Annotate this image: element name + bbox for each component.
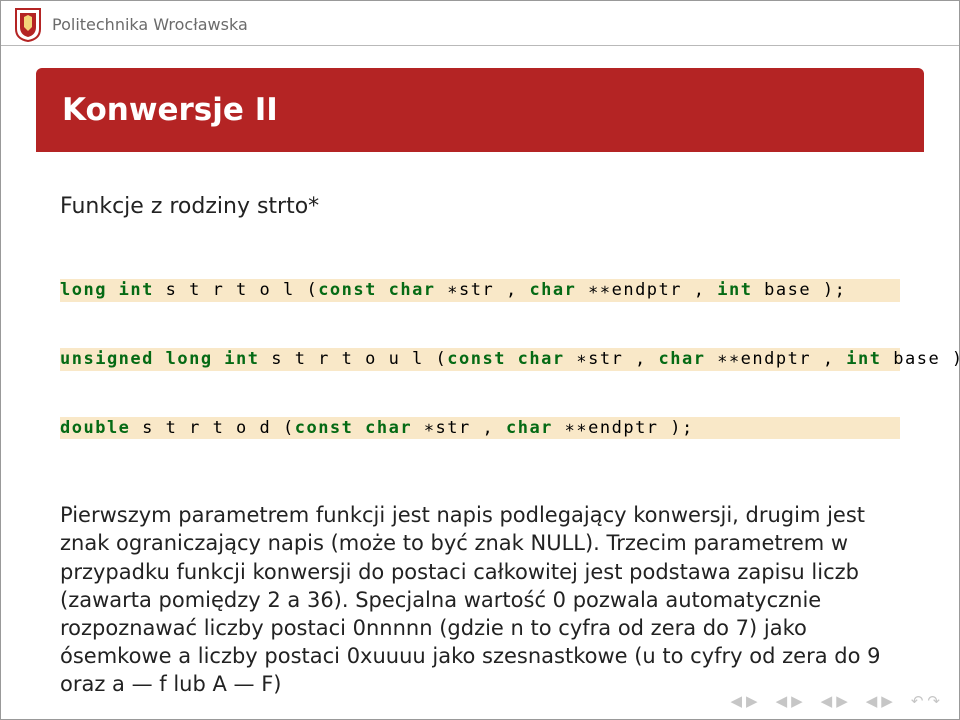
slide-content: Funkcje z rodziny strto* long int s t r … [60,194,900,698]
code-block: long int s t r t o l (const char ∗str , … [60,233,900,485]
code-keyword: const char [318,280,435,300]
code-text: ∗∗endptr , [705,349,846,369]
code-keyword: const char [447,349,564,369]
nav-prev-icon[interactable]: ◀ [730,692,742,710]
code-text: ∗∗endptr , [576,280,717,300]
code-text: base ); [882,349,960,369]
redo-icon[interactable]: ↷ [927,692,940,710]
code-text: s t r t o u l ( [260,349,448,369]
slide-subheading: Funkcje z rodziny strto* [60,194,900,219]
code-type: int [717,280,752,300]
university-logo-icon [14,7,42,43]
nav-prev-section-icon[interactable]: ◀ [776,692,788,710]
code-text: ∗str , [565,349,659,369]
nav-down-icon[interactable]: ▶ [881,692,893,710]
code-text: ∗∗endptr ); [553,418,694,438]
nav-first-icon[interactable]: ◀ [821,692,833,710]
footer-nav: ◀ ▶ ◀ ▶ ◀ ▶ ◀ ▶ ↶ ↷ [730,692,940,710]
code-keyword: const char [295,418,412,438]
nav-up-icon[interactable]: ◀ [866,692,878,710]
code-text: s t r t o l ( [154,280,318,300]
code-keyword: char [506,418,553,438]
nav-group-3: ◀ ▶ [821,692,848,710]
code-keyword: char [659,349,706,369]
nav-last-icon[interactable]: ▶ [836,692,848,710]
code-type: long int [60,280,154,300]
nav-group-undo: ↶ ↷ [911,692,940,710]
slide-title-block: Konwersje II [36,68,924,152]
code-keyword: char [529,280,576,300]
nav-next-section-icon[interactable]: ▶ [791,692,803,710]
code-type: unsigned long int [60,349,260,369]
code-text: s t r t o d ( [130,418,294,438]
code-type: int [846,349,881,369]
header: Politechnika Wrocławska [0,0,960,46]
nav-group-1: ◀ ▶ [730,692,757,710]
nav-next-icon[interactable]: ▶ [746,692,758,710]
code-type: double [60,418,130,438]
code-text: ∗str , [412,418,506,438]
undo-icon[interactable]: ↶ [911,692,924,710]
slide-title: Konwersje II [62,92,898,128]
code-text: base ); [752,280,846,300]
slide-paragraph: Pierwszym parametrem funkcji jest napis … [60,501,900,698]
nav-group-2: ◀ ▶ [776,692,803,710]
nav-group-4: ◀ ▶ [866,692,893,710]
university-name: Politechnika Wrocławska [52,15,248,34]
code-text: ∗str , [436,280,530,300]
